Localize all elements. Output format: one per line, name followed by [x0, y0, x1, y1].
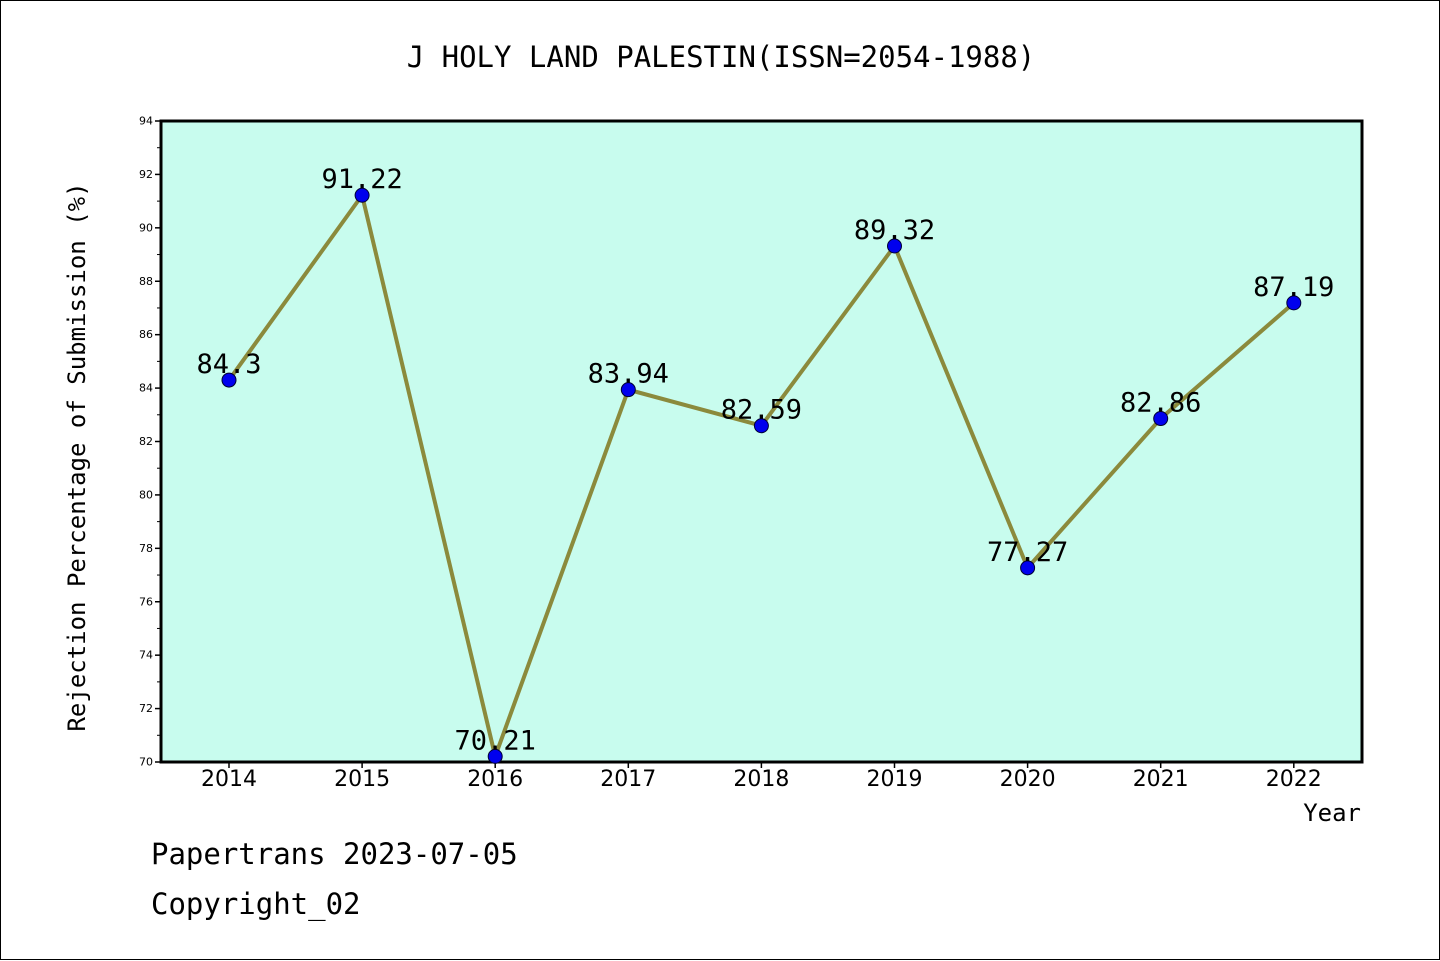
y-tick-label-11: 92 — [139, 168, 153, 181]
x-tick-label-2: 2016 — [467, 767, 523, 792]
x-tick-label-0: 2014 — [201, 767, 257, 792]
x-tick-label-3: 2017 — [600, 767, 656, 792]
y-tick-label-5: 80 — [139, 488, 153, 501]
data-point-2018 — [753, 418, 769, 434]
x-tick-label-5: 2019 — [867, 767, 923, 792]
y-tick-label-4: 78 — [139, 542, 153, 555]
y-tick-label-1: 72 — [139, 702, 153, 715]
data-label-2021: 82.86 — [1120, 388, 1201, 419]
chart-title: J HOLY LAND PALESTIN(ISSN=2054-1988) — [407, 40, 1036, 74]
data-label-2019: 89.32 — [854, 215, 935, 246]
x-axis: 2014 2015 2016 2017 2018 2019 2020 2021 2022 — [201, 762, 1322, 792]
data-point-2020 — [1020, 560, 1036, 576]
footer-copyright: Copyright_02 — [151, 887, 361, 921]
data-point-2021 — [1153, 411, 1169, 427]
y-tick-label-9: 88 — [139, 275, 153, 288]
plot-area — [159, 119, 1364, 764]
y-tick-label-2: 74 — [139, 649, 153, 662]
y-tick-label-10: 90 — [139, 221, 153, 234]
y-tick-label-12: 94 — [139, 115, 153, 128]
x-tick-label-7: 2021 — [1133, 767, 1189, 792]
y-tick-label-0: 70 — [139, 756, 153, 769]
data-label-2016: 70.21 — [455, 725, 536, 756]
x-tick-label-1: 2015 — [334, 767, 390, 792]
footer-credit: Papertrans 2023-07-05 — [151, 837, 518, 871]
x-tick-label-6: 2020 — [1000, 767, 1056, 792]
data-point-2019 — [887, 238, 902, 254]
data-point-2014 — [221, 372, 237, 388]
y-axis: 70 72 74 76 78 80 82 84 86 88 90 92 94 — [139, 115, 161, 769]
data-label-2014: 84.3 — [196, 349, 261, 380]
y-tick-label-7: 84 — [139, 382, 153, 395]
data-point-2015 — [354, 187, 370, 203]
data-label-2015: 91.22 — [321, 164, 402, 195]
y-tick-label-8: 86 — [139, 328, 153, 341]
x-axis-label: Year — [1303, 799, 1361, 827]
data-label-2020: 77.27 — [987, 537, 1068, 568]
data-point-2016 — [487, 748, 503, 764]
y-tick-label-3: 76 — [139, 595, 153, 608]
series-line-group: 84.3 91.22 70.21 83.94 82.59 89.32 77.27 82.86 8… — [196, 164, 1334, 764]
data-point-2017 — [620, 382, 636, 398]
data-label-2018: 82.59 — [721, 395, 802, 426]
y-axis-label: Rejection Percentage of Submission (%) — [63, 182, 91, 731]
data-label-2022: 87.19 — [1253, 272, 1334, 303]
data-point-2022 — [1286, 295, 1302, 311]
data-label-2017: 83.94 — [588, 359, 669, 390]
x-tick-label-8: 2022 — [1266, 767, 1322, 792]
x-tick-label-4: 2018 — [733, 767, 789, 792]
y-tick-label-6: 82 — [139, 435, 153, 448]
